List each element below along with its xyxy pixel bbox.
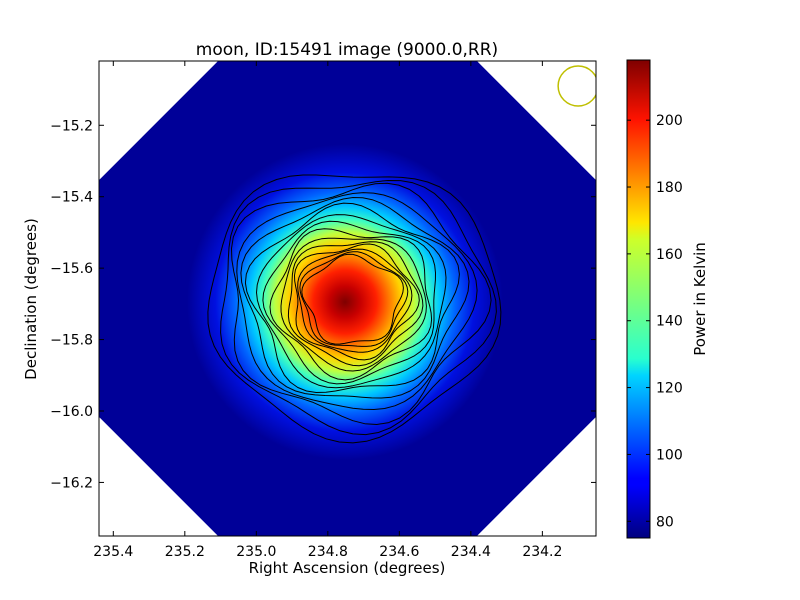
- colorbar-tick-label: 100: [656, 447, 683, 463]
- colorbar: [626, 59, 651, 539]
- y-axis-ticks: −15.2 −15.4 −15.6 −15.8 −16.0 −16.2: [50, 118, 596, 491]
- x-tick-label: 235.4: [93, 544, 133, 560]
- colorbar-tick-label: 200: [656, 113, 683, 129]
- y-axis-label: Declination (degrees): [22, 218, 40, 380]
- contour-level: [240, 197, 470, 399]
- contour-level: [244, 202, 460, 393]
- y-tick-label: −15.2: [50, 118, 93, 134]
- y-tick-label: −16.2: [50, 475, 93, 491]
- colorbar-tick-label: 120: [656, 381, 683, 397]
- image-plot-area: [99, 61, 596, 536]
- contour-level: [269, 228, 433, 381]
- chart-title: moon, ID:15491 image (9000.0,RR): [196, 40, 498, 60]
- y-tick-label: −16.0: [50, 404, 93, 420]
- contour-level: [236, 192, 478, 410]
- colorbar-tick-label: 140: [656, 314, 683, 330]
- sky-background: [99, 61, 596, 536]
- colorbar-tick-label: 180: [656, 180, 683, 196]
- contour-level: [220, 180, 497, 436]
- contour-level: [299, 251, 409, 347]
- contour-level: [207, 174, 502, 444]
- contour-level: [256, 214, 447, 389]
- x-axis-ticks: 235.4 235.2 235.0 234.8 234.6 234.4 234.2: [93, 61, 562, 560]
- y-tick-label: −15.4: [50, 190, 93, 206]
- beam-circle-marker: [557, 65, 596, 107]
- y-tick-label: −15.6: [50, 261, 93, 277]
- colorbar-ticks: 80 100 120 140 160 180 200: [627, 113, 683, 530]
- axes-frame: [98, 60, 597, 537]
- contour-level: [301, 253, 404, 345]
- x-tick-label: 235.0: [236, 544, 276, 560]
- contour-level: [294, 243, 420, 361]
- colorbar-tick-label: 160: [656, 247, 683, 263]
- x-tick-label: 234.4: [451, 544, 491, 560]
- colorbar-tick-label: 80: [656, 514, 674, 530]
- x-tick-label: 235.2: [165, 544, 205, 560]
- y-tick-label: −15.8: [50, 333, 93, 349]
- x-axis-label: Right Ascension (degrees): [249, 559, 446, 577]
- colorbar-label: Power in Kelvin: [691, 242, 709, 356]
- contour-lines: [207, 174, 502, 444]
- x-tick-label: 234.8: [308, 544, 348, 560]
- contour-level: [231, 182, 492, 425]
- x-tick-label: 234.6: [379, 544, 419, 560]
- contour-level: [280, 237, 427, 372]
- contour-level: [297, 248, 413, 353]
- x-tick-label: 234.2: [522, 544, 562, 560]
- contour-level: [287, 241, 424, 367]
- contour-level: [262, 220, 436, 385]
